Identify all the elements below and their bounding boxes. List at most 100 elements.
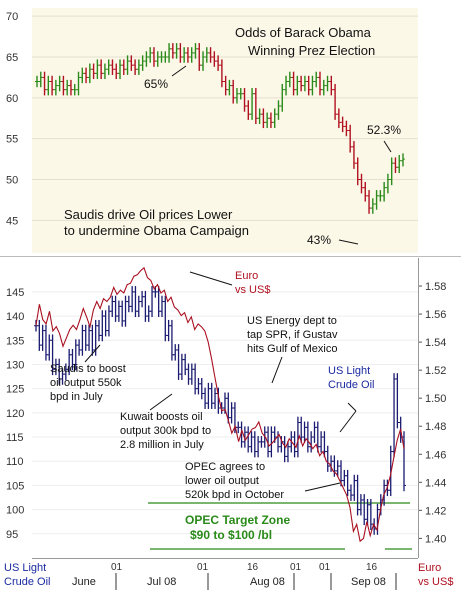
bottom-y-tick-label: 110	[6, 456, 24, 468]
top-price-bar	[306, 75, 311, 96]
top-price-bar	[280, 83, 285, 112]
top-price-bar	[340, 116, 345, 133]
bottom-y-tick-label: 120	[6, 408, 24, 420]
top-price-bar	[129, 55, 134, 71]
top-price-bar	[401, 153, 405, 167]
top-price-bar	[106, 59, 111, 75]
y2-tick-label: 1.54	[425, 337, 446, 349]
spr-note-pointer	[271, 356, 283, 384]
x-month-jul: Jul 08	[147, 576, 176, 588]
bottom-y-tick-label: 135	[6, 335, 24, 347]
x-tick-day-1: 01	[111, 562, 123, 573]
bottom-y-tick-label: 145	[6, 287, 24, 299]
top-price-bar	[185, 47, 190, 63]
top-price-bar	[140, 55, 145, 71]
top-price-bar	[385, 173, 390, 194]
top-price-bar	[68, 79, 73, 96]
top-price-bar	[57, 75, 62, 92]
bottom-right-y-axis: 1.40 1.42 1.44 1.46 1.48 1.50 1.52 1.54 1.56 1.58	[418, 258, 446, 558]
y2-tick-label: 1.40	[425, 533, 446, 545]
kuwait-note-line-2: output 300k bpd to	[120, 425, 211, 437]
oil-inline-label-line-1: US Light	[328, 365, 370, 377]
top-title-line-1: Odds of Barack Obama	[235, 25, 372, 40]
opec-note-pointer	[304, 482, 341, 492]
top-price-bar	[193, 43, 198, 59]
x-month-aug: Aug 08	[250, 576, 285, 588]
euro-label-line-2: vs US$	[235, 284, 270, 296]
x-tick-day-3: 01	[290, 562, 302, 573]
top-price-bar	[50, 75, 55, 96]
top-price-bar	[374, 190, 379, 210]
top-price-bar	[344, 120, 349, 137]
saudis-note-line-3: bpd in July	[50, 391, 103, 403]
y-axis-label-line-2: Crude Oil	[4, 576, 50, 588]
opec-note-line-3: 520k bpd in October	[185, 489, 284, 501]
oil-inline-label-line-2: Crude Oil	[328, 379, 374, 391]
y2-tick-label: 1.44	[425, 477, 446, 489]
euro-line-series	[35, 266, 405, 543]
top-price-bar	[87, 63, 92, 84]
top-price-bar	[284, 75, 289, 96]
top-price-bar	[212, 51, 217, 67]
x-axis-day-ticks: 01 01 01 16 01 16	[111, 562, 378, 573]
top-y-tick-label: 65	[6, 52, 18, 64]
top-price-bar	[250, 88, 255, 120]
oil-label-pointer-1	[347, 402, 357, 412]
target-zone-line-1: OPEC Target Zone	[185, 513, 290, 527]
spr-note-line-3: hits Gulf of Mexico	[247, 343, 337, 355]
top-price-bar	[336, 108, 341, 129]
top-price-bar	[118, 59, 123, 80]
top-price-bar	[189, 47, 194, 63]
top-price-bar	[378, 190, 383, 202]
kuwait-note-line-3: 2.8 million in July	[120, 439, 204, 451]
saudis-note-line-1: Saudis to boost	[50, 363, 126, 375]
y2-tick-label: 1.42	[425, 505, 446, 517]
top-y-tick-label: 60	[6, 93, 18, 105]
top-price-bar	[317, 71, 322, 96]
top-price-bar	[99, 59, 104, 80]
label-52-pointer	[383, 140, 392, 153]
top-price-bar	[155, 51, 160, 67]
top-price-bar	[80, 67, 85, 84]
top-price-bar	[46, 75, 51, 96]
top-price-bar	[261, 108, 266, 129]
label-43-percent: 43%	[307, 233, 331, 247]
top-plot-background	[32, 8, 418, 253]
top-price-bar	[348, 124, 353, 153]
top-price-bar	[329, 75, 334, 96]
top-price-bar	[397, 155, 402, 173]
x-tick-day-5: 01	[319, 562, 331, 573]
top-gridlines	[32, 15, 418, 221]
kuwait-note-pointer	[149, 393, 173, 411]
x-axis-month-ticks	[115, 573, 397, 590]
top-price-bar	[216, 55, 221, 71]
label-52-percent: 52.3%	[367, 123, 401, 137]
bottom-y-tick-label: 125	[6, 384, 24, 396]
top-y-tick-label: 70	[6, 11, 18, 23]
top-price-bar	[363, 181, 368, 202]
top-price-bar	[287, 71, 292, 88]
top-price-bar	[72, 83, 77, 96]
bottom-y-tick-label: 130	[6, 359, 24, 371]
top-price-bar	[110, 59, 115, 75]
top-price-bar	[35, 75, 39, 88]
oil-label-pointer-2	[339, 410, 357, 433]
top-price-bar	[389, 157, 394, 186]
bottom-y-tick-label: 100	[6, 505, 24, 517]
top-price-bar	[242, 88, 247, 112]
top-price-bar	[325, 75, 330, 92]
top-price-bar	[204, 47, 209, 63]
x-tick-day-2: 01	[197, 562, 209, 573]
label-65-percent: 65%	[144, 77, 168, 91]
top-price-bar	[351, 141, 356, 169]
top-price-bars	[35, 43, 405, 214]
opec-note-line-2: lower oil output	[185, 475, 259, 487]
opec-note-line-1: OPEC agrees to	[185, 461, 265, 473]
top-title-line-2: Winning Prez Election	[248, 43, 375, 58]
top-price-bar	[102, 63, 107, 80]
x-month-sep: Sep 08	[351, 576, 386, 588]
bottom-y-tick-label: 140	[6, 311, 24, 323]
top-price-bar	[302, 75, 307, 92]
target-zone-line-2: $90 to $100 /bl	[190, 528, 272, 542]
label-65-pointer	[171, 65, 187, 77]
